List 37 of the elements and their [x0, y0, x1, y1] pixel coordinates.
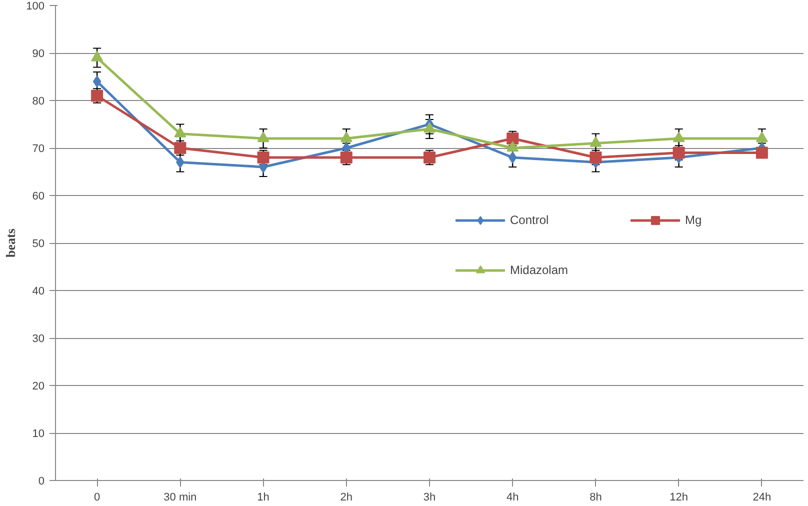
- y-tick-label: 10: [32, 428, 45, 440]
- x-tick-label: 0: [94, 492, 100, 504]
- y-tick-label: 40: [32, 286, 45, 298]
- y-tick-label: 80: [32, 96, 45, 108]
- point: [424, 152, 436, 164]
- legend-label: Mg: [685, 213, 703, 227]
- y-tick-label: 100: [26, 0, 45, 12]
- point: [508, 152, 517, 164]
- point: [506, 141, 519, 152]
- x-tick-label: 4h: [506, 492, 519, 504]
- point: [756, 146, 768, 159]
- point: [756, 132, 768, 142]
- x-tick-label: 12h: [670, 492, 688, 504]
- x-tick-label: 1h: [257, 492, 270, 504]
- x-tick-label: 3h: [423, 492, 436, 504]
- legend-label: Control: [510, 213, 550, 227]
- x-tick-label: 8h: [590, 492, 602, 504]
- y-axis-title: beats: [3, 228, 18, 258]
- point: [590, 136, 602, 147]
- point: [340, 132, 352, 142]
- x-tick-label: 30 min: [164, 492, 197, 504]
- y-tick-label: 20: [32, 380, 45, 392]
- y-tick-label: 0: [38, 476, 45, 488]
- point: [174, 126, 186, 138]
- point: [91, 50, 104, 62]
- x-tick-label: 2h: [340, 492, 353, 504]
- point: [92, 76, 102, 88]
- point: [672, 132, 685, 142]
- y-tick-label: 90: [32, 48, 45, 60]
- x-tick-label: 24h: [752, 492, 772, 504]
- point: [257, 132, 270, 142]
- y-tick-label: 70: [32, 143, 45, 155]
- y-tick-label: 50: [32, 238, 45, 250]
- y-tick-label: 60: [32, 190, 45, 202]
- legend-label: Midazolam: [510, 263, 570, 277]
- y-tick-label: 30: [32, 333, 45, 345]
- point: [424, 122, 436, 133]
